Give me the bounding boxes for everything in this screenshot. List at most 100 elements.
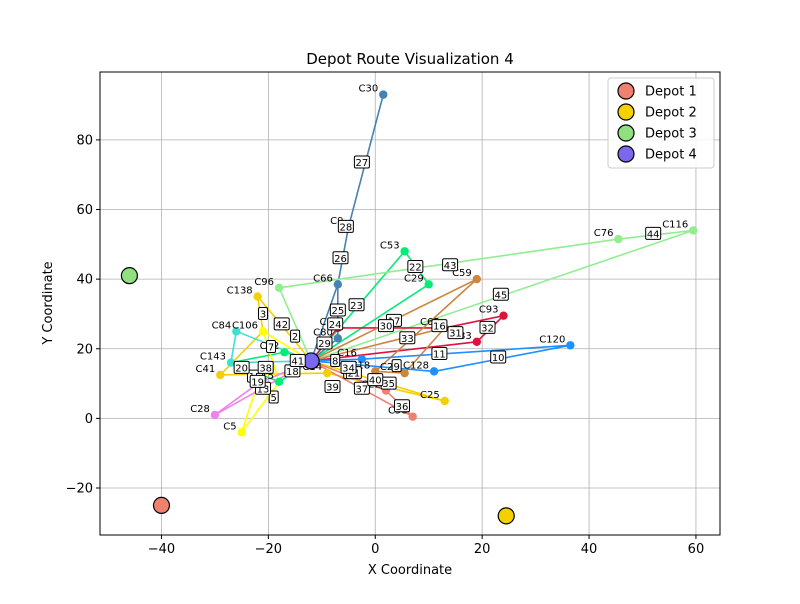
sequence-box bbox=[492, 287, 509, 301]
customer-label: C80 bbox=[313, 327, 333, 338]
sequence-label: 31 bbox=[449, 329, 462, 340]
customer-label: C66 bbox=[313, 273, 333, 284]
legend-marker bbox=[617, 145, 635, 163]
x-tick-label: −40 bbox=[148, 542, 175, 557]
legend: Depot 1 Depot 2 Depot 3 Depot 4 bbox=[607, 77, 715, 169]
sequence-box bbox=[329, 303, 346, 317]
sequence-label: 5 bbox=[271, 393, 277, 404]
legend-label: Depot 4 bbox=[645, 148, 697, 163]
y-axis-label: Y Coordinate bbox=[41, 261, 56, 345]
customer-label: C96 bbox=[254, 277, 274, 288]
sequence-box bbox=[340, 360, 357, 374]
sequence-label: 17 bbox=[388, 317, 401, 328]
sequence-box bbox=[431, 346, 448, 360]
customer-point bbox=[472, 337, 482, 346]
customer-point bbox=[333, 280, 343, 289]
customer-point bbox=[237, 428, 246, 437]
sequence-label: 32 bbox=[481, 323, 494, 334]
customer-label: C116 bbox=[662, 219, 688, 230]
sequence-label: 18 bbox=[286, 367, 299, 378]
customer-point bbox=[400, 368, 409, 378]
sequence-label: 37 bbox=[356, 384, 369, 395]
sequence-label: 7 bbox=[268, 343, 274, 354]
sequence-box bbox=[431, 319, 448, 333]
customer-label: C9 bbox=[330, 216, 343, 227]
sequence-box bbox=[353, 155, 370, 169]
y-tick-label: 20 bbox=[76, 342, 93, 357]
x-tick-label: −20 bbox=[255, 542, 282, 557]
sequence-box bbox=[490, 350, 507, 364]
sequence-label: 33 bbox=[401, 334, 414, 345]
sequence-label: 28 bbox=[339, 223, 352, 234]
sequence-box bbox=[249, 374, 266, 388]
customer-point bbox=[274, 283, 284, 293]
sequence-label: 9 bbox=[393, 362, 399, 373]
customer-label: C53 bbox=[380, 240, 400, 251]
sequence-label: 11 bbox=[433, 350, 446, 361]
sequence-label: 26 bbox=[334, 254, 347, 265]
sequence-label: 10 bbox=[492, 353, 505, 364]
customer-point bbox=[216, 370, 225, 380]
legend-box bbox=[607, 77, 715, 169]
sequence-label: 36 bbox=[396, 402, 409, 413]
sequence-label: 39 bbox=[326, 383, 339, 394]
sequence-label: 2 bbox=[292, 332, 298, 343]
sequence-box bbox=[257, 360, 274, 374]
sequence-label: 8 bbox=[332, 357, 338, 368]
sequence-box bbox=[332, 251, 349, 265]
route-line bbox=[310, 278, 478, 374]
customer-label: C106 bbox=[232, 320, 258, 331]
sequence-box bbox=[353, 381, 370, 395]
x-tick-label: 0 bbox=[371, 542, 379, 557]
chart-title: Depot Route Visualization 4 bbox=[306, 50, 514, 68]
sequence-box bbox=[393, 399, 410, 413]
sequence-label: 27 bbox=[356, 158, 369, 169]
customer-point bbox=[258, 327, 268, 336]
customer-label: C76 bbox=[594, 228, 614, 239]
sequence-label: 30 bbox=[380, 322, 393, 333]
customer-point bbox=[210, 410, 220, 420]
sequence-box bbox=[289, 353, 306, 367]
customer-point bbox=[226, 358, 236, 367]
y-tick-label: 0 bbox=[85, 412, 93, 427]
legend-label: Depot 1 bbox=[645, 85, 697, 100]
sequence-label: 29 bbox=[318, 339, 331, 350]
sequence-box bbox=[324, 380, 341, 394]
ticks-layer: −40 −20 0 20 40 60 −20 0 20 40 60 80 bbox=[66, 133, 705, 557]
sequence-box bbox=[367, 373, 384, 387]
sequence-label: 43 bbox=[444, 261, 457, 272]
legend-label: Depot 2 bbox=[645, 106, 697, 121]
customer-label: C25 bbox=[420, 390, 440, 401]
customer-label: C120 bbox=[539, 334, 565, 345]
sequence-box bbox=[290, 329, 301, 343]
customer-point bbox=[440, 396, 449, 406]
customer-label: C24 bbox=[380, 362, 400, 373]
sequence-box bbox=[399, 331, 416, 345]
sequence-label: 16 bbox=[433, 322, 446, 333]
sequence-box bbox=[330, 353, 341, 367]
customer-label: C84 bbox=[212, 320, 232, 331]
sequence-label: 19 bbox=[251, 377, 264, 388]
sequence-box bbox=[327, 317, 344, 331]
sequence-box bbox=[316, 336, 333, 350]
sequence-box bbox=[377, 319, 394, 333]
sequence-box bbox=[645, 226, 662, 240]
sequence-label: 25 bbox=[331, 306, 344, 317]
customer-label: C28 bbox=[190, 404, 210, 415]
sequence-label: 23 bbox=[350, 301, 363, 312]
customer-label: C30 bbox=[359, 84, 379, 95]
y-tick-label: −20 bbox=[66, 482, 93, 497]
customer-label: C93 bbox=[479, 305, 499, 316]
customer-label: C41 bbox=[196, 364, 216, 375]
customer-label: C16 bbox=[337, 348, 357, 359]
depot-marker bbox=[120, 267, 138, 285]
customer-point bbox=[408, 412, 417, 421]
customer-point bbox=[400, 247, 409, 256]
depots-layer bbox=[120, 267, 515, 525]
legend-marker bbox=[617, 82, 635, 100]
customer-point bbox=[429, 367, 439, 376]
y-tick-label: 80 bbox=[76, 133, 93, 148]
sequence-label: 22 bbox=[409, 263, 422, 274]
sequence-label: 34 bbox=[342, 364, 355, 375]
